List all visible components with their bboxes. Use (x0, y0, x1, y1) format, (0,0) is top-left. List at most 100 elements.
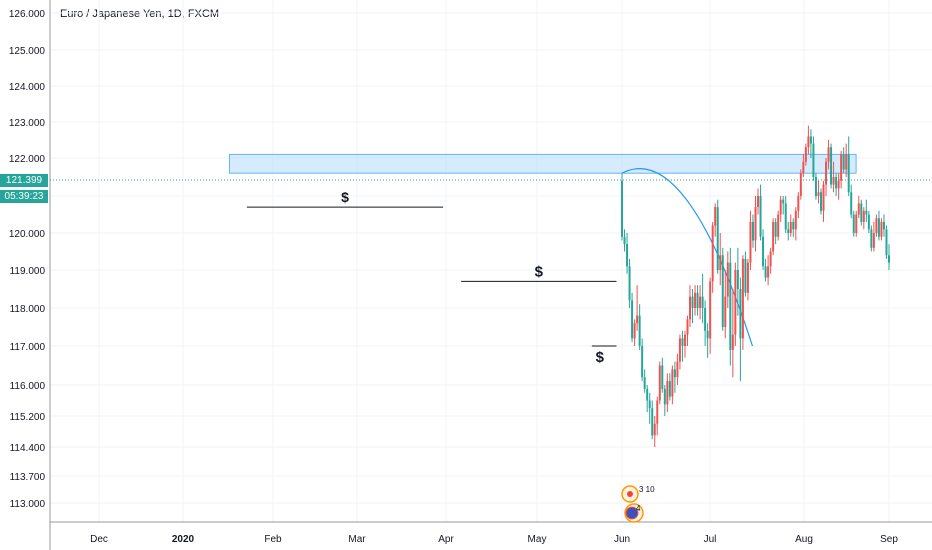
candle-body (704, 308, 707, 331)
x-tick-label: Jul (704, 534, 717, 545)
candle-body (802, 161, 805, 174)
y-tick-label: 113.000 (10, 499, 46, 510)
candle-body (641, 346, 644, 378)
candle-body (865, 210, 868, 215)
candle-body (789, 221, 792, 233)
candle-body (734, 270, 737, 335)
candle-body (792, 221, 795, 230)
countdown-tag: 05:39:23 (0, 190, 48, 203)
candle-body (827, 147, 830, 162)
last-price-tag: 121.399 (0, 174, 48, 187)
candle-body (812, 143, 815, 177)
x-tick-label: May (528, 534, 547, 545)
drawings: $ $ $ (228, 153, 857, 366)
candle-body (636, 315, 639, 324)
candle-body (862, 210, 865, 222)
candle-body (744, 258, 747, 293)
y-tick-label: 120.000 (9, 229, 46, 240)
candle-body (809, 136, 812, 144)
x-tick-label: Dec (90, 534, 108, 545)
candle-body (676, 361, 679, 378)
candle-body (807, 136, 810, 148)
candle-body (691, 296, 694, 308)
candle-body (621, 180, 623, 237)
candle-body (726, 262, 729, 297)
candle-body (696, 292, 699, 308)
candle-body (817, 192, 820, 196)
candle-body (784, 203, 787, 230)
candle-body (711, 225, 714, 282)
candle-body (845, 154, 848, 170)
dollar-label: $ (535, 263, 544, 280)
candle-body (860, 203, 863, 222)
candle-body (762, 236, 765, 267)
candle-body (857, 203, 860, 215)
candle-body (666, 381, 669, 405)
candle-body (852, 214, 855, 233)
candle-body (729, 262, 732, 350)
candle-body (787, 229, 790, 233)
y-tick-label: 124.000 (9, 82, 46, 93)
candle-body (646, 388, 649, 401)
candle-body (673, 369, 676, 378)
candle-body (739, 289, 742, 339)
candle-body (658, 365, 661, 401)
candle-body (782, 199, 785, 204)
y-tick-label: 118.000 (10, 304, 46, 315)
dollar-label: $ (596, 349, 605, 366)
candle-body (678, 338, 681, 362)
candle-body (847, 154, 850, 193)
x-tick-label: Aug (795, 534, 813, 545)
candle-body (888, 255, 890, 263)
event-markers: 3 10 4 (621, 485, 655, 523)
candle-body (668, 381, 671, 397)
candle-body (749, 221, 752, 263)
candle-body (623, 236, 626, 245)
candle-body (714, 207, 717, 226)
candle-body (774, 221, 777, 237)
candle-body (633, 323, 636, 339)
candle-body (724, 296, 727, 327)
candle-body (736, 270, 739, 289)
candle-body (628, 266, 631, 301)
event-label: 4 (636, 504, 641, 513)
candle-body (842, 154, 845, 170)
candle-body (855, 214, 858, 233)
y-tick-label: 115.200 (10, 412, 46, 423)
candle-body (663, 388, 666, 405)
x-tick-label: Jun (614, 534, 630, 545)
dollar-label: $ (341, 189, 349, 205)
event-label: 3 10 (639, 485, 655, 494)
candle-body (830, 147, 833, 185)
candle-body (799, 173, 802, 196)
candle-body (746, 262, 749, 293)
candle-body (794, 210, 797, 230)
y-tick-label: 116.000 (10, 381, 46, 392)
candle-body (751, 221, 754, 241)
candle-body (875, 218, 878, 233)
candle-body (825, 161, 828, 185)
candle-body (683, 334, 686, 346)
candle-body (885, 229, 888, 256)
candle-body (731, 334, 734, 350)
candle-body (651, 408, 654, 436)
candle-body (880, 221, 883, 237)
grid (50, 0, 932, 522)
candle-body (769, 251, 772, 267)
flag-icon (625, 506, 639, 520)
candle-body (872, 233, 875, 248)
candles (621, 125, 890, 447)
candle-body (631, 300, 634, 339)
candle-body (638, 315, 641, 346)
x-tick-label: Mar (348, 534, 366, 545)
y-tick-label: 125.000 (9, 46, 46, 57)
candle-body (822, 184, 825, 211)
event-dot (627, 491, 633, 497)
candle-body (867, 214, 870, 230)
candle-body (648, 400, 651, 409)
y-tick-label: 113.700 (10, 472, 46, 483)
y-tick-label: 117.000 (10, 342, 46, 353)
candle-body (741, 258, 744, 339)
candle-body (754, 207, 757, 241)
